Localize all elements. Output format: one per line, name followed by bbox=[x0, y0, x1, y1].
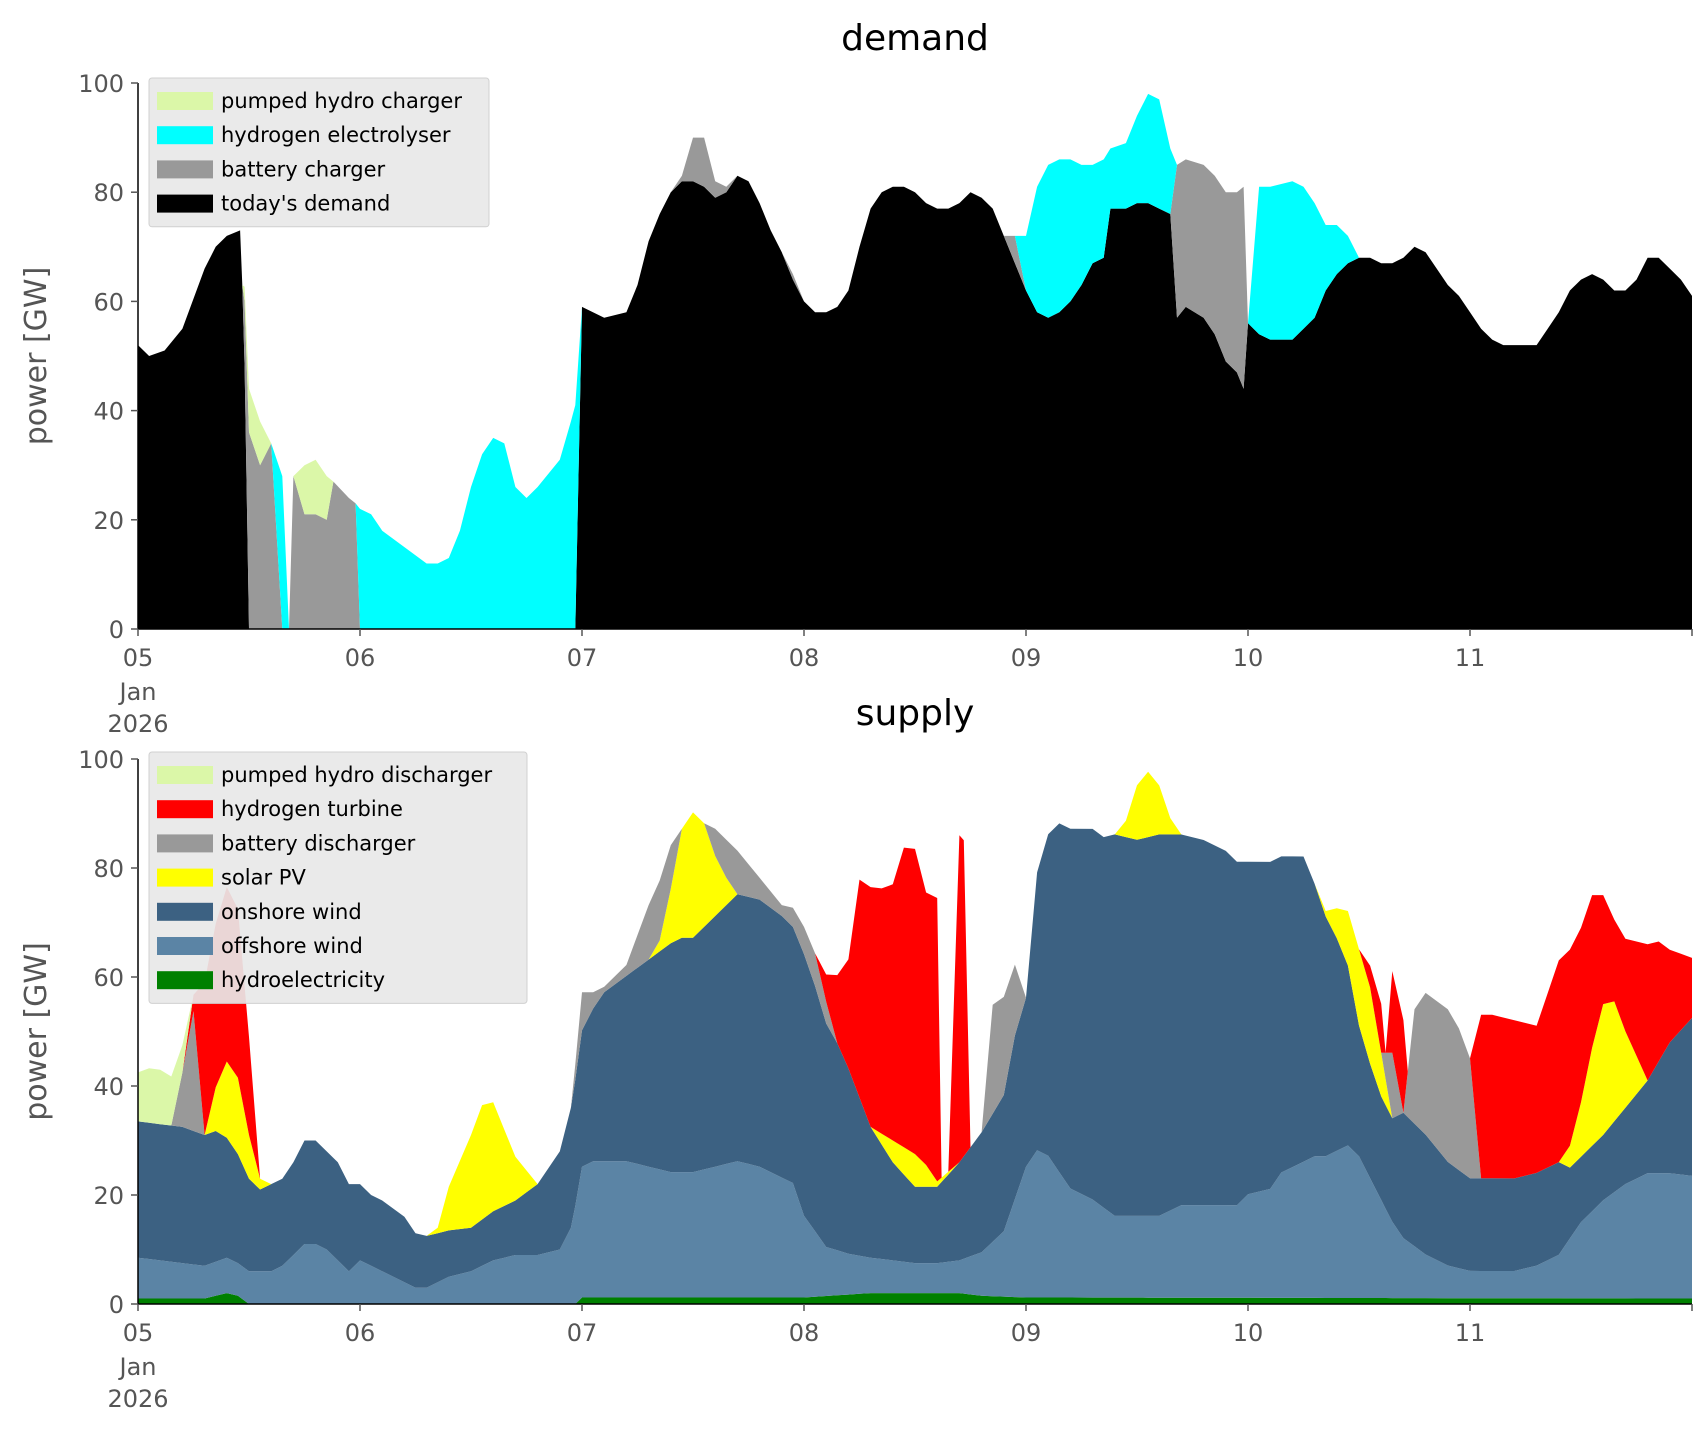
y-tick-label: 100 bbox=[78, 70, 124, 98]
legend-label: hydrogen electrolyser bbox=[221, 123, 451, 147]
area-hydroelectricity bbox=[138, 1293, 1692, 1304]
y-tick-label: 60 bbox=[93, 964, 124, 992]
legend-swatch bbox=[157, 160, 213, 179]
x-tick-label: 10 bbox=[1233, 644, 1264, 672]
x-tick-label: 11 bbox=[1455, 1319, 1486, 1347]
legend-swatch bbox=[157, 194, 213, 213]
x-tick-label: 11 bbox=[1455, 644, 1486, 672]
legend-label: battery charger bbox=[221, 157, 386, 181]
legend-label: battery discharger bbox=[221, 831, 416, 855]
y-tick-label: 20 bbox=[93, 1182, 124, 1210]
legend-box bbox=[148, 77, 490, 228]
area-battery-charger bbox=[138, 137, 1692, 629]
area-onshore-wind bbox=[138, 823, 1692, 1288]
y-tick-label: 80 bbox=[93, 855, 124, 883]
x-tick-sublabel: 2026 bbox=[107, 710, 168, 738]
legend-swatch bbox=[157, 902, 213, 921]
area-offshore-wind bbox=[138, 1145, 1692, 1304]
x-tick-label: 09 bbox=[1011, 644, 1042, 672]
y-tick-label: 100 bbox=[78, 746, 124, 774]
legend-swatch bbox=[157, 126, 213, 145]
area-today-s-demand bbox=[138, 175, 1692, 630]
y-tick-label: 0 bbox=[109, 1291, 124, 1319]
y-axis-label: power [GW] bbox=[19, 267, 54, 446]
y-tick-label: 40 bbox=[93, 398, 124, 426]
legend-swatch bbox=[157, 868, 213, 887]
legend-label: today's demand bbox=[221, 192, 390, 216]
chart-demand: demand power [GW] 0 20 40 60 80 100 05 Jan 2026 06 0… bbox=[19, 18, 1693, 738]
chart-title: supply bbox=[856, 693, 975, 734]
legend-swatch bbox=[157, 834, 213, 853]
y-tick-label: 80 bbox=[93, 179, 124, 207]
y-tick-label: 0 bbox=[109, 616, 124, 644]
x-tick-label: 05 bbox=[123, 1319, 154, 1347]
x-tick-label: 08 bbox=[789, 644, 820, 672]
area-hydrogen-electrolyser bbox=[138, 93, 1692, 629]
legend-label: pumped hydro charger bbox=[221, 89, 462, 113]
x-tick-sublabel: 2026 bbox=[107, 1385, 168, 1413]
x-tick-label: 07 bbox=[567, 644, 598, 672]
x-tick-label: 06 bbox=[345, 1319, 376, 1347]
area-hydrogen-turbine bbox=[138, 771, 1692, 1236]
x-tick-sublabel: Jan bbox=[118, 678, 157, 706]
legend-swatch bbox=[157, 800, 213, 819]
x-tick-label: 08 bbox=[789, 1319, 820, 1347]
y-tick-label: 60 bbox=[93, 288, 124, 316]
legend-label: hydroelectricity bbox=[221, 968, 385, 992]
y-tick-label: 20 bbox=[93, 507, 124, 535]
y-axis-label: power [GW] bbox=[19, 942, 54, 1121]
legend-label: pumped hydro discharger bbox=[221, 763, 492, 787]
legend-label: hydrogen turbine bbox=[221, 797, 403, 821]
x-tick-label: 05 bbox=[123, 644, 154, 672]
x-tick-sublabel: Jan bbox=[118, 1353, 157, 1381]
legend-swatch bbox=[157, 766, 213, 784]
legend-swatch bbox=[157, 971, 213, 990]
legend-label: solar PV bbox=[221, 866, 306, 890]
x-tick-label: 06 bbox=[345, 644, 376, 672]
chart-supply: supply power [GW] 0 20 40 60 80 100 05 Jan 2026 06 0… bbox=[19, 693, 1693, 1413]
x-tick-label: 10 bbox=[1233, 1319, 1264, 1347]
legend-label: onshore wind bbox=[221, 900, 362, 924]
legend-swatch bbox=[157, 92, 213, 110]
legend-box bbox=[148, 751, 528, 1004]
legend: pumped hydro discharger hydrogen turbine b… bbox=[148, 751, 528, 1004]
chart-title: demand bbox=[841, 18, 989, 59]
legend-swatch bbox=[157, 937, 213, 955]
y-tick-label: 40 bbox=[93, 1073, 124, 1101]
x-tick-label: 09 bbox=[1011, 1319, 1042, 1347]
legend: pumped hydro charger hydrogen electrolyse… bbox=[148, 77, 490, 228]
legend-label: offshore wind bbox=[221, 934, 363, 958]
x-tick-label: 07 bbox=[567, 1319, 598, 1347]
